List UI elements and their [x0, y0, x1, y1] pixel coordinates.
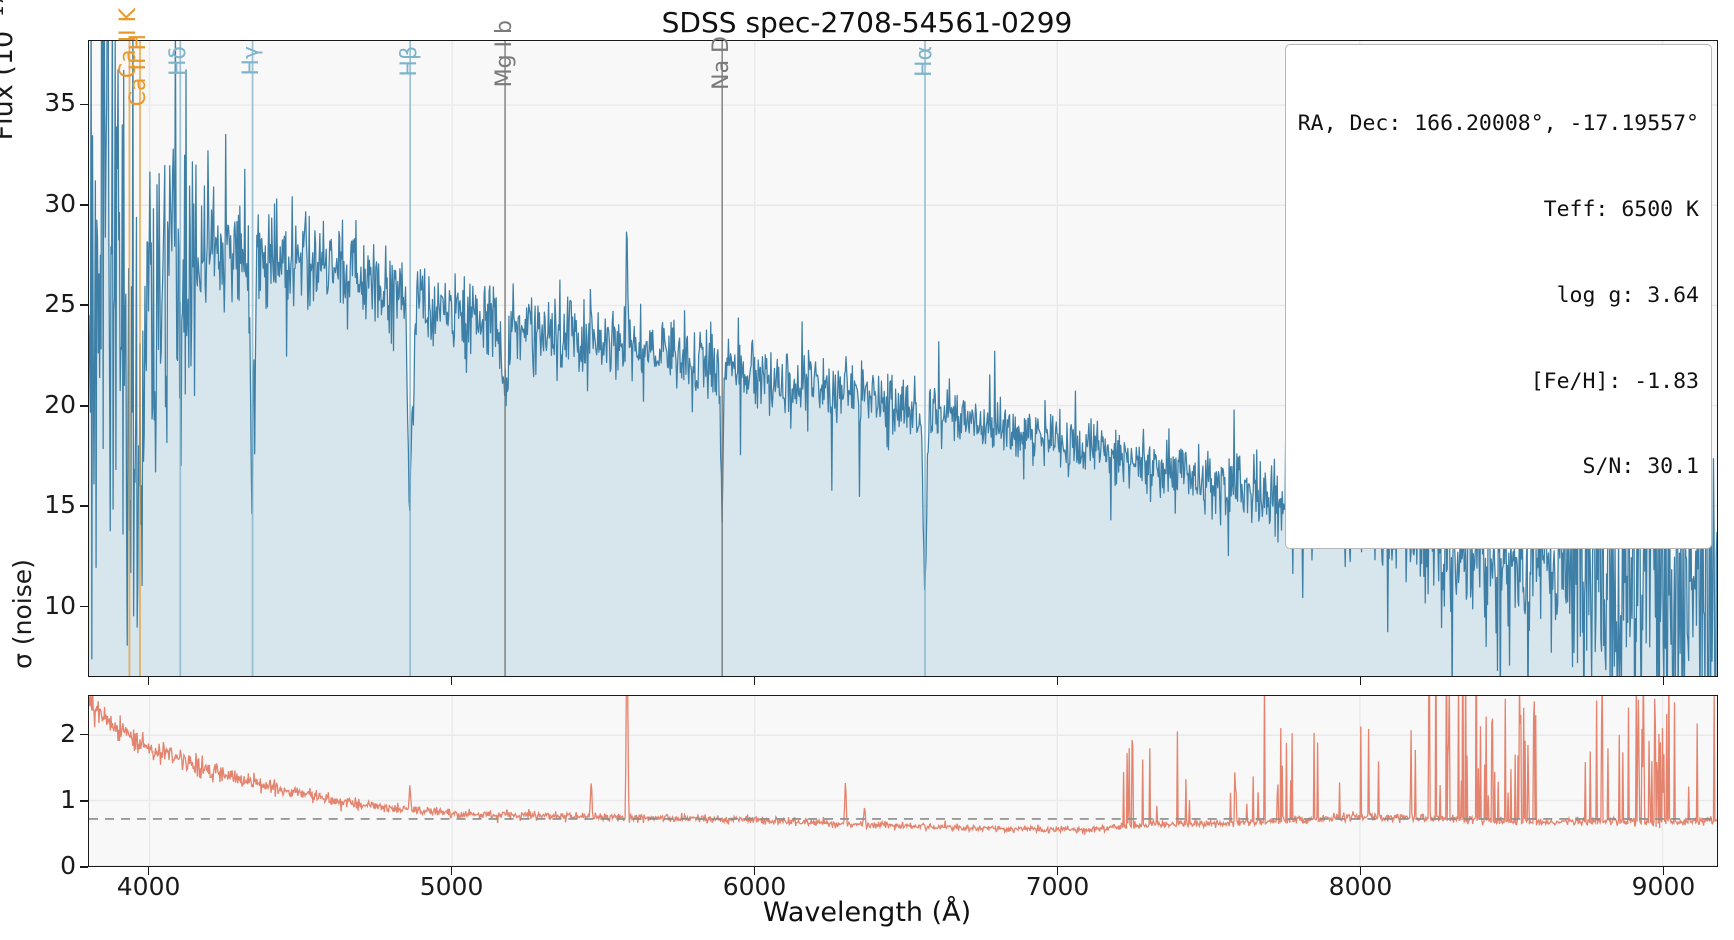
- sigma-series: [89, 696, 1717, 835]
- spectral-line-label: Hβ: [396, 46, 422, 77]
- wavelength-tick-mark: [753, 867, 756, 875]
- info-radec: RA, Dec: 166.20008°, -17.19557°: [1297, 111, 1699, 137]
- figure-title: SDSS spec-2708-54561-0299: [661, 6, 1073, 39]
- wavelength-tick-mark: [147, 867, 150, 875]
- sigma-tick-mark: [80, 866, 88, 868]
- wavelength-tick-label: 9000: [1631, 872, 1696, 901]
- wavelength-tick-mark: [1359, 867, 1362, 875]
- sigma-tick-mark: [80, 733, 88, 736]
- flux-bottom-tick-mark: [753, 677, 756, 685]
- spectral-line-label: Mg I b: [491, 20, 517, 88]
- sigma-tick-mark: [80, 800, 88, 802]
- flux-tick-label: 35: [44, 88, 76, 118]
- flux-tick-mark: [80, 505, 88, 507]
- wavelength-tick-label: 6000: [722, 872, 787, 901]
- wavelength-axis-label: Wavelength (Å): [762, 897, 972, 928]
- info-logg: log g: 3.64: [1556, 282, 1699, 308]
- flux-tick-mark: [80, 605, 88, 608]
- stellar-parameters-box: RA, Dec: 166.20008°, -17.19557° Teff: 65…: [1284, 44, 1712, 550]
- flux-tick-label: 10: [44, 590, 76, 620]
- spectral-line-label: Na D: [708, 36, 734, 90]
- flux-tick-label: 15: [44, 490, 76, 520]
- flux-tick-mark: [80, 404, 88, 407]
- flux-tick-mark: [80, 203, 88, 206]
- sigma-line: [89, 696, 1717, 835]
- flux-bottom-tick-mark: [450, 677, 453, 685]
- wavelength-tick-mark: [1056, 867, 1059, 875]
- sigma-tick-label: 2: [60, 718, 76, 748]
- wavelength-tick-label: 5000: [419, 872, 484, 901]
- flux-bottom-tick-mark: [1662, 677, 1665, 685]
- info-teff: Teff: 6500 K: [1543, 196, 1699, 222]
- spectral-line-label: Hγ: [238, 46, 264, 76]
- sigma-tick-label: 1: [60, 784, 76, 814]
- wavelength-tick-label: 7000: [1025, 872, 1090, 901]
- flux-bottom-tick-mark: [147, 677, 150, 685]
- spectral-line-label: Hδ: [166, 46, 192, 77]
- flux-tick-label: 30: [44, 188, 76, 218]
- flux-bottom-tick-mark: [1359, 677, 1362, 685]
- wavelength-tick-mark: [450, 867, 453, 875]
- wavelength-tick-mark: [1662, 867, 1665, 875]
- wavelength-tick-label: 4000: [116, 872, 181, 901]
- flux-bottom-tick-mark: [1056, 677, 1059, 685]
- flux-axis-label: Flux (10⁻¹⁷ erg/s/cm²/Å): [0, 0, 19, 150]
- noise-sigma-svg: [89, 696, 1717, 866]
- spectral-line-label: Ca II H: [126, 34, 152, 107]
- sigma-tick-label: 0: [60, 851, 76, 880]
- info-feh: [Fe/H]: -1.83: [1530, 368, 1699, 394]
- gridlines: [89, 696, 1717, 866]
- flux-tick-mark: [80, 103, 88, 106]
- flux-tick-mark: [80, 304, 88, 307]
- noise-plot-area: [88, 695, 1718, 867]
- wavelength-tick-label: 8000: [1328, 872, 1393, 901]
- info-snr: S/N: 30.1: [1582, 454, 1700, 480]
- spectral-line-label: Hα: [912, 46, 938, 78]
- flux-tick-label: 25: [44, 289, 76, 319]
- flux-tick-label: 20: [44, 389, 76, 419]
- flux-fill: [89, 41, 1717, 676]
